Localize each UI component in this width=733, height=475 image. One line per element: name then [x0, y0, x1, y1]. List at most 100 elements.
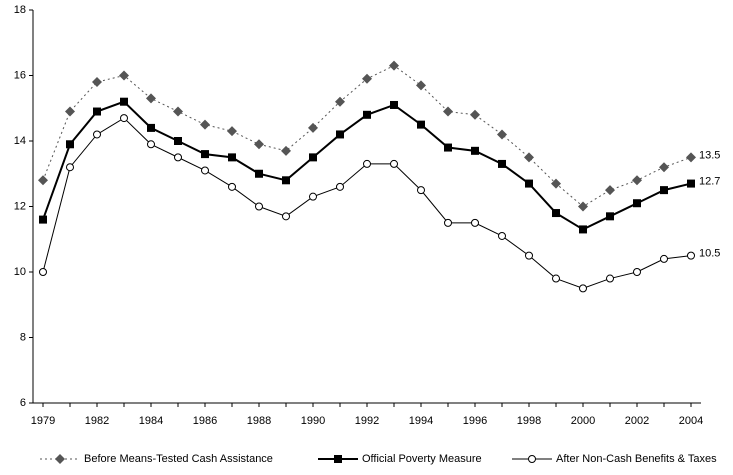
legend-label: Official Poverty Measure [362, 453, 482, 465]
marker [93, 130, 101, 139]
marker [551, 178, 561, 189]
x-tick-label: 2002 [625, 415, 649, 427]
x-tick-label: 1992 [355, 415, 379, 427]
marker [201, 150, 209, 159]
marker [687, 179, 695, 188]
marker [282, 212, 290, 221]
marker [147, 140, 155, 149]
marker [119, 70, 129, 81]
marker [606, 274, 614, 283]
marker [336, 182, 344, 191]
marker [632, 175, 642, 186]
marker [578, 201, 588, 212]
x-tick-label: 1988 [247, 415, 271, 427]
marker [39, 215, 47, 224]
marker [444, 143, 452, 152]
marker [444, 218, 452, 227]
marker [525, 179, 533, 188]
y-tick-label: 12 [14, 200, 26, 212]
marker [174, 137, 182, 145]
end-label: 12.7 [699, 175, 720, 187]
x-tick-label: 1994 [409, 415, 433, 427]
marker [120, 97, 128, 106]
y-tick-label: 16 [14, 69, 26, 81]
marker [282, 176, 290, 185]
marker [606, 212, 614, 221]
marker [552, 274, 560, 283]
marker [173, 106, 183, 117]
marker [389, 60, 399, 71]
marker [443, 106, 453, 117]
x-tick-label: 1979 [31, 415, 55, 427]
marker [416, 80, 426, 91]
marker [308, 122, 318, 133]
marker [417, 120, 425, 129]
x-tick-label: 1998 [517, 415, 541, 427]
marker [65, 106, 75, 117]
marker [633, 268, 641, 276]
marker [228, 153, 236, 162]
series-line [42, 117, 692, 289]
x-tick-label: 1986 [193, 415, 217, 427]
marker [174, 153, 182, 162]
marker [255, 202, 263, 211]
marker [66, 163, 74, 172]
marker [363, 159, 371, 168]
x-tick-label: 1984 [139, 415, 163, 427]
marker [417, 186, 425, 195]
marker [552, 209, 560, 218]
marker [660, 186, 668, 195]
series-line [42, 65, 692, 208]
marker [309, 153, 317, 162]
marker [66, 140, 74, 149]
y-tick-label: 14 [14, 135, 26, 147]
marker [390, 159, 398, 168]
marker [579, 225, 587, 234]
marker [633, 199, 641, 208]
marker [498, 159, 506, 168]
legend-marker [334, 455, 342, 463]
marker [498, 231, 506, 240]
marker [471, 218, 479, 227]
y-tick-label: 18 [14, 4, 26, 16]
legend-marker [528, 455, 536, 463]
marker [146, 93, 156, 104]
marker [39, 268, 47, 276]
marker [201, 166, 209, 175]
marker [120, 114, 128, 123]
marker [470, 109, 480, 120]
x-tick-label: 1996 [463, 415, 487, 427]
marker [335, 96, 345, 107]
end-label: 10.5 [699, 248, 720, 260]
y-tick-label: 6 [20, 397, 26, 409]
x-tick-label: 1990 [301, 415, 325, 427]
x-tick-label: 1982 [85, 415, 109, 427]
legend-label: Before Means-Tested Cash Assistance [84, 453, 273, 465]
marker [659, 162, 669, 173]
marker [362, 73, 372, 84]
legend-marker [55, 454, 65, 464]
marker [38, 175, 48, 186]
marker [525, 251, 533, 260]
marker [579, 284, 587, 293]
marker [93, 107, 101, 116]
marker [687, 251, 695, 260]
marker [471, 146, 479, 155]
marker [390, 100, 398, 109]
marker [147, 123, 155, 132]
marker [92, 77, 102, 88]
marker [605, 185, 615, 196]
marker [686, 152, 696, 163]
marker [660, 254, 668, 263]
x-tick-label: 2000 [571, 415, 595, 427]
end-label: 13.5 [699, 149, 720, 161]
marker [309, 192, 317, 201]
marker [281, 145, 291, 156]
marker [254, 139, 264, 150]
marker [200, 119, 210, 130]
y-tick-label: 8 [20, 331, 26, 343]
marker [524, 152, 534, 163]
legend-label: After Non-Cash Benefits & Taxes [556, 453, 717, 465]
x-tick-label: 2004 [679, 415, 703, 427]
y-tick-label: 10 [14, 266, 26, 278]
